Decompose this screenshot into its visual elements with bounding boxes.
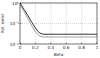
grid-line: [81, 3, 82, 44]
grid-line: [35, 3, 36, 44]
line: [20, 5, 97, 37]
tick-label: 10⁻¹: [10, 21, 20, 26]
tick-label: 0.6: [63, 45, 70, 50]
grid-line: [20, 23, 97, 24]
axis-label: Rel. error: [0, 14, 5, 34]
tick-label: 0.2: [32, 45, 39, 50]
chart: 0 0.2 0.4 0.6 0.8 1 10⁻² 10⁻¹ 10⁰ Beta Rel. error: [0, 0, 100, 58]
plot-area: [20, 3, 97, 37]
line: [20, 3, 97, 34]
tick-label: 10⁰: [12, 1, 19, 6]
axis-label: Beta: [54, 52, 64, 57]
tick-label: 10⁻²: [10, 42, 20, 47]
tick-label: 1: [96, 45, 99, 50]
tick-label: 0: [19, 45, 22, 50]
tick-label: 0.8: [78, 45, 85, 50]
tick-label: 0.4: [47, 45, 54, 50]
frame: [20, 3, 97, 44]
